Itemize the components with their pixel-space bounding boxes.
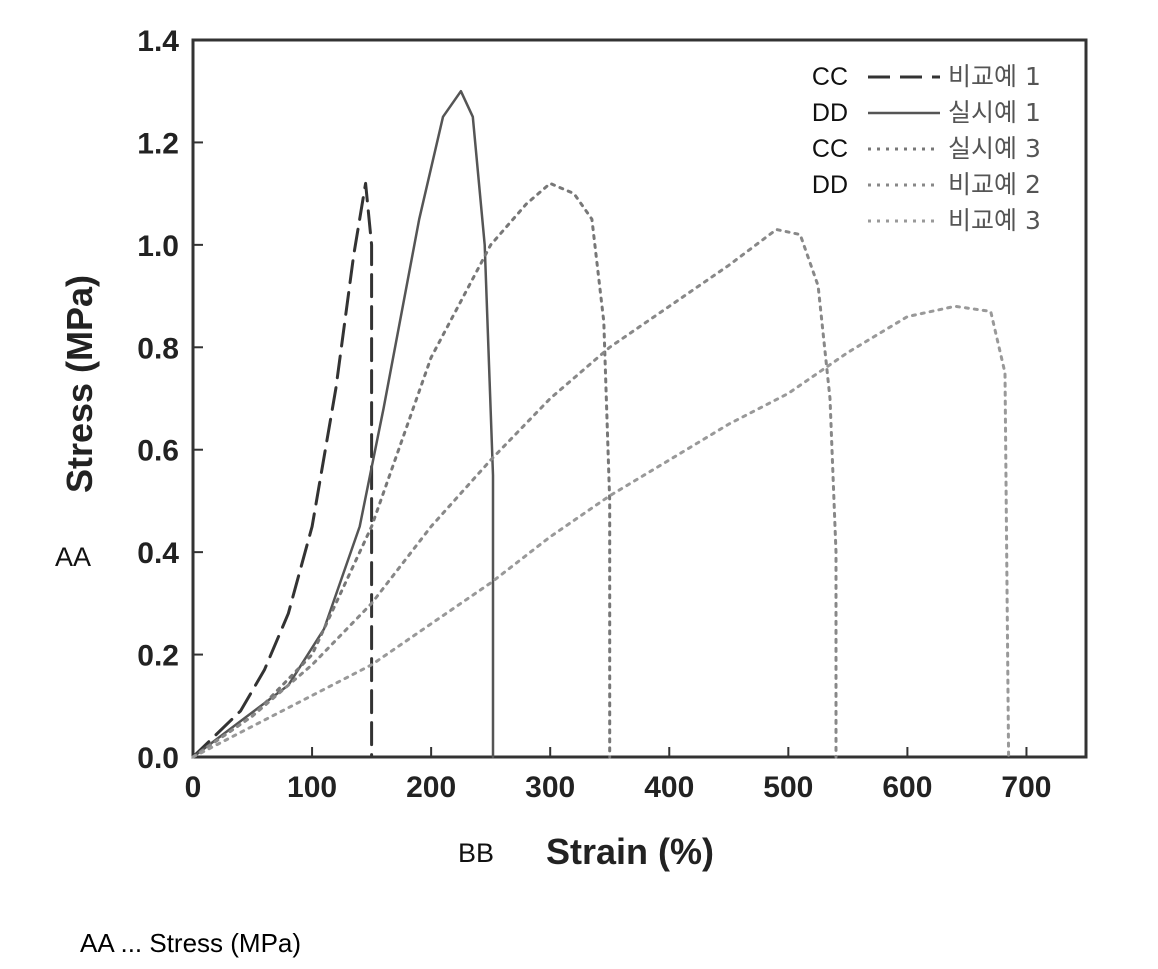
y-tick-label: 0.2 bbox=[137, 640, 179, 673]
x-tick-label: 400 bbox=[644, 771, 694, 804]
legend-code: CC bbox=[812, 135, 848, 163]
series-line-1 bbox=[193, 183, 372, 757]
legend: CC 비교예 1 DD 실시예 1 CC 실시예 3 DD 비교예 2 비교예 3 bbox=[812, 62, 1041, 235]
y-tick-label: 1.0 bbox=[137, 230, 179, 263]
series-group bbox=[193, 91, 1009, 757]
x-tick-label: 200 bbox=[406, 771, 456, 804]
legend-label: 비교예 1 bbox=[948, 62, 1041, 91]
legend-label: 비교예 3 bbox=[948, 206, 1041, 235]
x-tick-label: 100 bbox=[287, 771, 337, 804]
y-tick-label: 1.2 bbox=[137, 127, 179, 160]
legend-code: DD bbox=[812, 99, 848, 127]
legend-label: 실시예 3 bbox=[948, 134, 1041, 163]
x-tick-label: 600 bbox=[882, 771, 932, 804]
legend-code: DD bbox=[812, 171, 848, 199]
footnote: AA ... Stress (MPa) bbox=[80, 928, 301, 959]
legend-code: CC bbox=[812, 63, 848, 91]
x-tick-label: 700 bbox=[1001, 771, 1051, 804]
y-axis-title: Stress (MPa) bbox=[59, 275, 100, 493]
y-tick-label: 1.4 bbox=[137, 25, 179, 58]
x-tick-label: 500 bbox=[763, 771, 813, 804]
y-tick-label: 0.6 bbox=[137, 435, 179, 468]
y-axis-marker: AA bbox=[55, 542, 91, 572]
axis-ticks: 0 100 200 300 400 500 600 700 0.0 0.2 0.4 0.6 0.8 1.0… bbox=[137, 25, 1051, 804]
stress-strain-chart: 0 100 200 300 400 500 600 700 0.0 0.2 0.4 0.6 0.8 1.0… bbox=[0, 0, 1158, 969]
y-tick-label: 0.8 bbox=[137, 332, 179, 365]
series-line-2 bbox=[193, 91, 493, 757]
series-line-5 bbox=[193, 306, 1009, 757]
x-tick-label: 300 bbox=[525, 771, 575, 804]
x-axis-title: Strain (%) bbox=[546, 831, 714, 872]
y-tick-label: 0.0 bbox=[137, 742, 179, 775]
legend-label: 비교예 2 bbox=[948, 170, 1041, 199]
x-axis-marker: BB bbox=[458, 838, 494, 868]
series-line-3 bbox=[193, 183, 610, 757]
legend-label: 실시예 1 bbox=[948, 98, 1041, 127]
y-tick-label: 0.4 bbox=[137, 537, 179, 570]
x-tick-label: 0 bbox=[185, 771, 202, 804]
